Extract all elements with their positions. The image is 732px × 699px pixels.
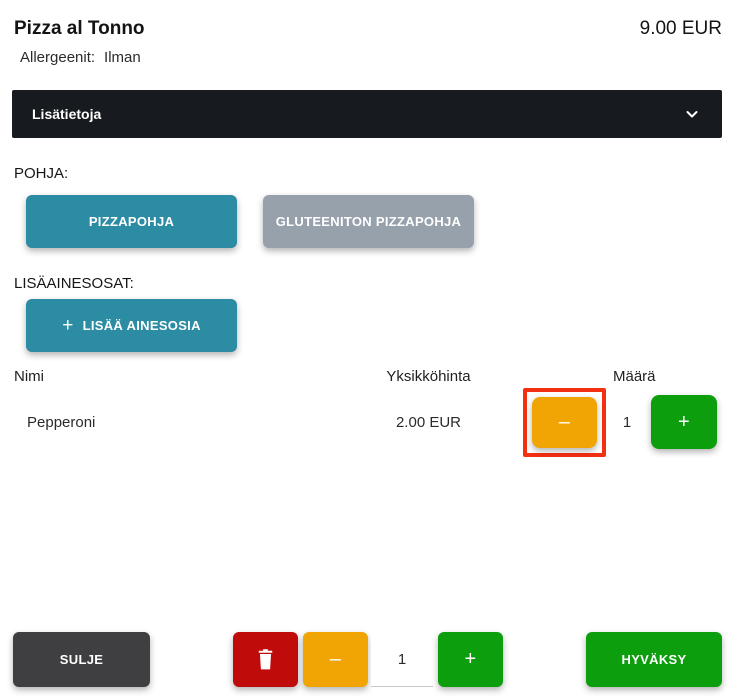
quantity-input[interactable] [371, 632, 433, 687]
item-price: 9.00 EUR [639, 18, 722, 39]
ingredient-unit-price: 2.00 EUR [395, 413, 462, 431]
plus-icon: + [62, 315, 74, 336]
column-header-quantity: Määrä [613, 368, 656, 385]
allergens-value: Ilman [104, 49, 141, 66]
ingredient-name: Pepperoni [27, 413, 96, 431]
allergens-label: Allergeenit: [20, 49, 96, 66]
trash-icon [256, 649, 275, 670]
accordion-label: Lisätietoja [32, 106, 102, 122]
ingredient-row: Pepperoni 2.00 EUR – 1 + [14, 387, 732, 457]
delete-button[interactable] [233, 632, 298, 687]
ingredient-quantity-controls: – 1 + [523, 387, 717, 457]
gluteeniton-pizzapohja-button[interactable]: GLUTEENITON PIZZAPOHJA [263, 195, 474, 248]
decrease-ingredient-button[interactable]: – [532, 396, 597, 448]
target-annotation-highlight: – [523, 387, 606, 457]
add-ingredient-label: LISÄÄ AINESOSIA [82, 318, 201, 333]
allergens-row: Allergeenit: Ilman [20, 49, 732, 66]
column-header-unit-price: Yksikköhinta [386, 368, 471, 385]
chevron-down-icon [684, 106, 700, 122]
pizzapohja-button[interactable]: PIZZAPOHJA [26, 195, 237, 248]
page-title: Pizza al Tonno [14, 18, 145, 39]
decrease-quantity-button[interactable]: – [303, 632, 368, 687]
ingredient-quantity: 1 [622, 413, 632, 431]
ingredients-table-header: Nimi Yksikköhinta Määrä [14, 368, 732, 385]
close-button[interactable]: SULJE [13, 632, 150, 687]
column-header-name: Nimi [14, 368, 44, 385]
increase-ingredient-button[interactable]: + [651, 395, 717, 449]
base-options: PIZZAPOHJA GLUTEENITON PIZZAPOHJA [26, 195, 732, 248]
header: Pizza al Tonno 9.00 EUR [14, 18, 722, 40]
action-bar: SULJE – + HYVÄKSY [0, 632, 732, 688]
accept-button[interactable]: HYVÄKSY [586, 632, 722, 687]
ingredients-section-label: LISÄAINESOSAT: [14, 275, 134, 292]
base-section-label: POHJA: [14, 165, 69, 182]
additional-info-accordion[interactable]: Lisätietoja [12, 90, 722, 138]
add-ingredient-row: + LISÄÄ AINESOSIA [26, 299, 732, 352]
increase-quantity-button[interactable]: + [438, 632, 503, 687]
add-ingredient-button[interactable]: + LISÄÄ AINESOSIA [26, 299, 237, 352]
